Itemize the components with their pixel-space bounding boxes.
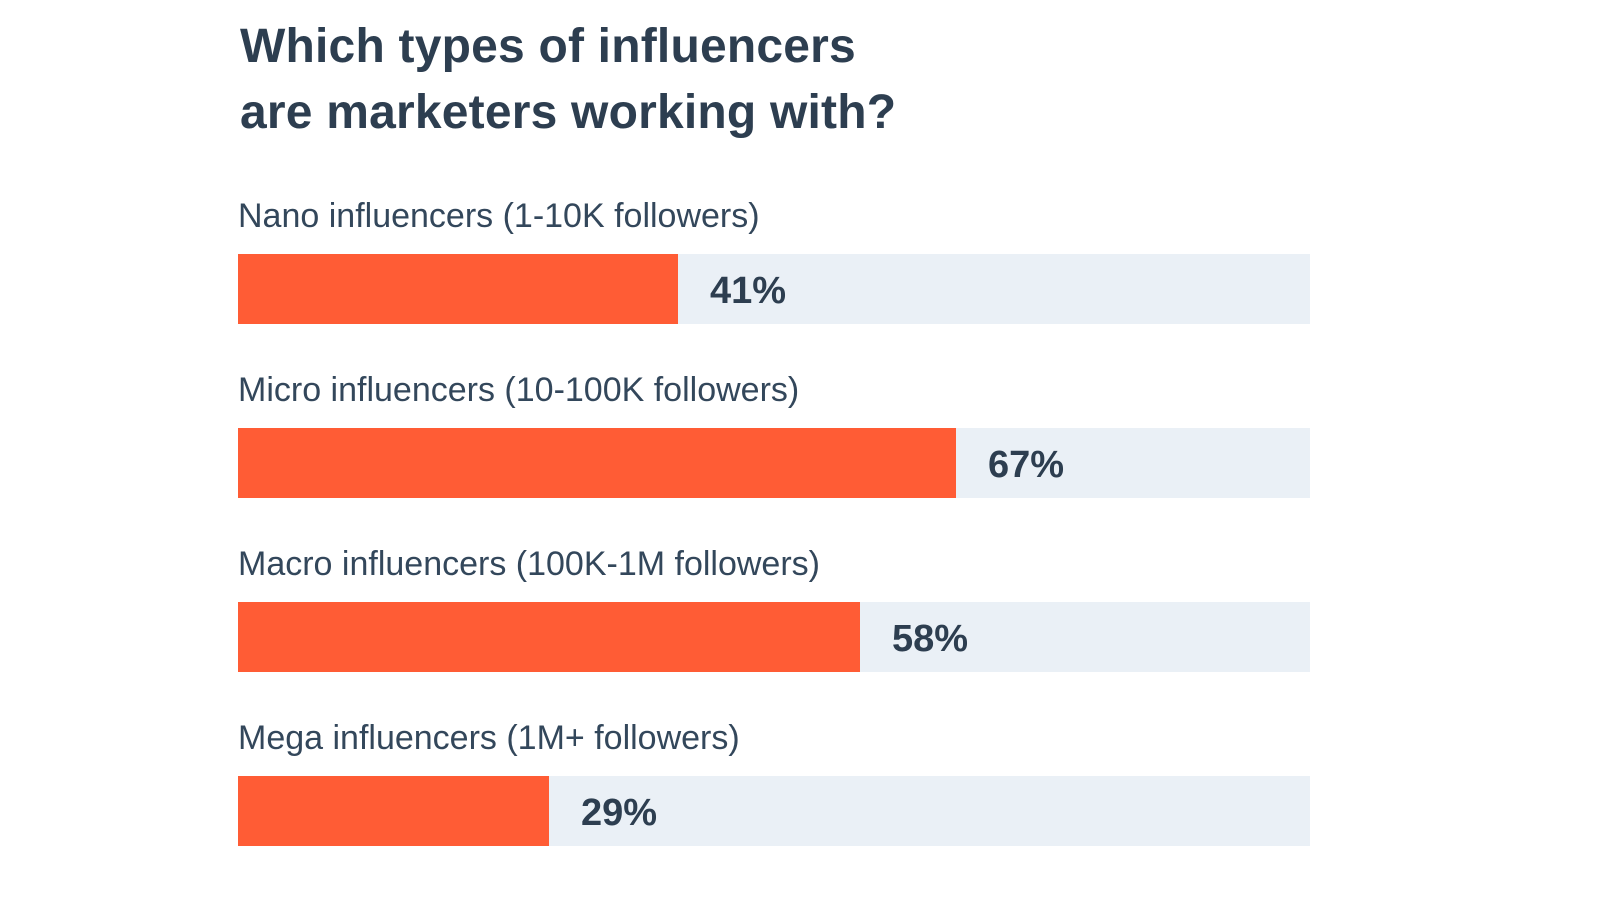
bar-row: Micro influencers (10-100K followers) 67% [238,364,1310,538]
value-label: 41% [710,270,787,312]
bar [238,428,956,498]
category-label: Micro influencers (10-100K followers) [238,371,800,409]
value-label: 67% [988,444,1065,486]
chart-title-line-2: are marketers working with? [240,86,897,139]
bar-row: Macro influencers (100K-1M followers) 58% [238,538,1310,712]
bar [238,776,549,846]
bar-track: 67% [238,428,1310,498]
value-label: 29% [581,792,658,834]
chart-title-line-1: Which types of influencers [240,20,856,73]
category-label: Macro influencers (100K-1M followers) [238,545,820,583]
bar-row: Mega influencers (1M+ followers) 29% [238,712,1310,886]
bar [238,254,678,324]
bar-track: 58% [238,602,1310,672]
value-label: 58% [892,618,969,660]
category-label: Mega influencers (1M+ followers) [238,719,740,757]
bar-track: 29% [238,776,1310,846]
chart-title: Which types of influencers are marketers… [240,14,1240,146]
bar [238,602,860,672]
bar-chart: Nano influencers (1-10K followers) 41% Mic… [238,190,1310,886]
bar-row: Nano influencers (1-10K followers) 41% [238,190,1310,364]
category-label: Nano influencers (1-10K followers) [238,197,760,235]
bar-track: 41% [238,254,1310,324]
